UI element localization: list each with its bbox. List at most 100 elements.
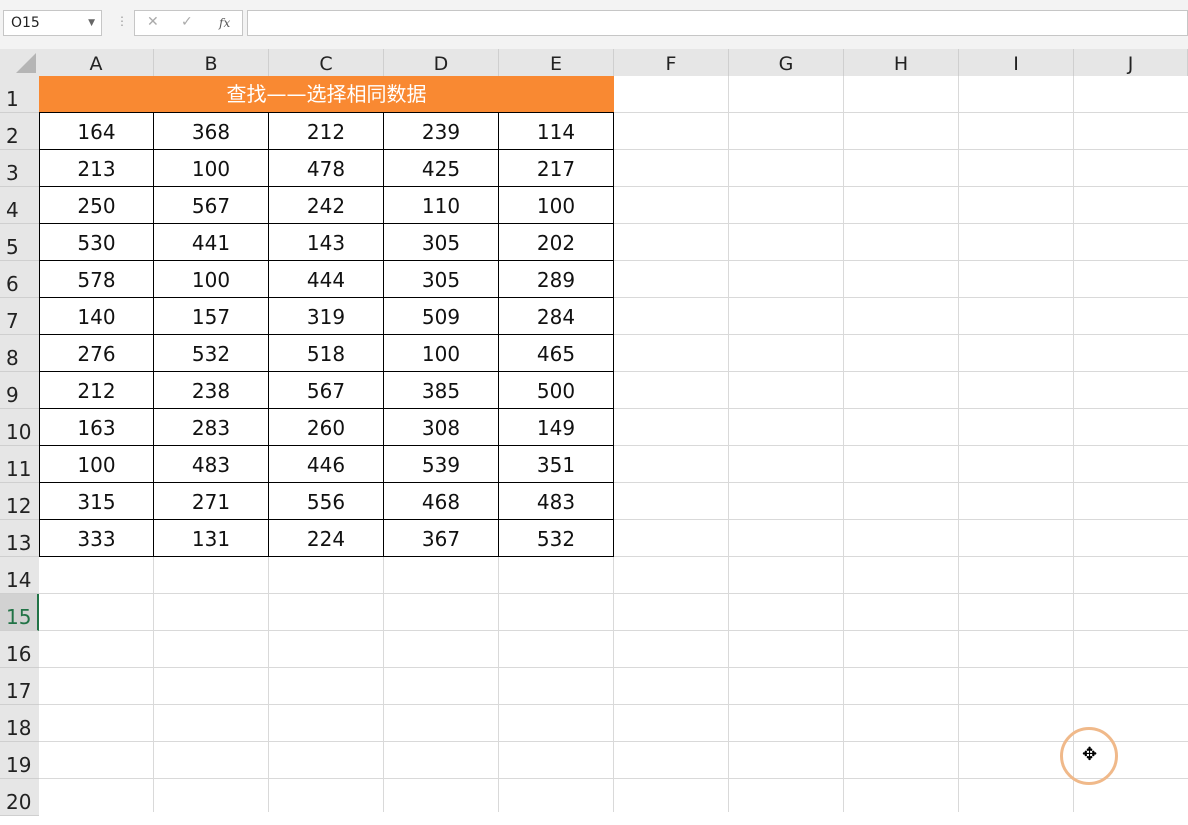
table-title[interactable]: 查找——选择相同数据	[39, 76, 614, 113]
cancel-icon[interactable]: ✕	[147, 14, 159, 30]
row-header-16[interactable]: 16	[0, 631, 39, 668]
table-cell[interactable]: 567	[269, 372, 384, 409]
row-header-15[interactable]: 15	[0, 594, 39, 631]
row-header-12[interactable]: 12	[0, 483, 39, 520]
table-cell[interactable]: 100	[154, 261, 269, 298]
table-cell[interactable]: 556	[269, 483, 384, 520]
fx-icon[interactable]: fx	[219, 16, 231, 30]
enter-icon[interactable]: ✓	[181, 14, 193, 30]
table-cell[interactable]: 305	[384, 224, 499, 261]
table-cell[interactable]: 289	[499, 261, 614, 298]
table-cell[interactable]: 140	[39, 298, 154, 335]
table-cell[interactable]: 143	[269, 224, 384, 261]
table-cell[interactable]: 468	[384, 483, 499, 520]
table-cell[interactable]: 100	[154, 150, 269, 187]
table-cell[interactable]: 367	[384, 520, 499, 557]
row-header-11[interactable]: 11	[0, 446, 39, 483]
table-cell[interactable]: 239	[384, 113, 499, 150]
row-header-6[interactable]: 6	[0, 261, 39, 298]
table-cell[interactable]: 242	[269, 187, 384, 224]
table-cell[interactable]: 276	[39, 335, 154, 372]
table-cell[interactable]: 114	[499, 113, 614, 150]
table-cell[interactable]: 578	[39, 261, 154, 298]
table-cell[interactable]: 441	[154, 224, 269, 261]
table-cell[interactable]: 465	[499, 335, 614, 372]
row-header-9[interactable]: 9	[0, 372, 39, 409]
table-cell[interactable]: 446	[269, 446, 384, 483]
move-cursor-icon: ✥	[1082, 744, 1098, 765]
table-cell[interactable]: 333	[39, 520, 154, 557]
column-header-G[interactable]: G	[729, 49, 844, 76]
table-cell[interactable]: 212	[269, 113, 384, 150]
table-cell[interactable]: 283	[154, 409, 269, 446]
table-cell[interactable]: 100	[384, 335, 499, 372]
table-cell[interactable]: 305	[384, 261, 499, 298]
table-cell[interactable]: 425	[384, 150, 499, 187]
column-header-B[interactable]: B	[154, 49, 269, 76]
formula-input[interactable]	[247, 10, 1188, 36]
table-cell[interactable]: 213	[39, 150, 154, 187]
table-cell[interactable]: 315	[39, 483, 154, 520]
table-cell[interactable]: 483	[154, 446, 269, 483]
column-header-I[interactable]: I	[959, 49, 1074, 76]
row-header-14[interactable]: 14	[0, 557, 39, 594]
table-cell[interactable]: 110	[384, 187, 499, 224]
table-cell[interactable]: 163	[39, 409, 154, 446]
row-header-20[interactable]: 20	[0, 779, 39, 816]
table-cell[interactable]: 478	[269, 150, 384, 187]
table-cell[interactable]: 351	[499, 446, 614, 483]
name-box[interactable]: O15 ▼	[3, 10, 102, 36]
table-cell[interactable]: 500	[499, 372, 614, 409]
table-cell[interactable]: 509	[384, 298, 499, 335]
row-header-10[interactable]: 10	[0, 409, 39, 446]
table-cell[interactable]: 271	[154, 483, 269, 520]
table-cell[interactable]: 319	[269, 298, 384, 335]
table-cell[interactable]: 284	[499, 298, 614, 335]
chevron-down-icon[interactable]: ▼	[88, 18, 95, 28]
table-cell[interactable]: 483	[499, 483, 614, 520]
table-cell[interactable]: 238	[154, 372, 269, 409]
table-cell[interactable]: 260	[269, 409, 384, 446]
select-all-button[interactable]	[0, 49, 39, 76]
table-cell[interactable]: 157	[154, 298, 269, 335]
table-cell[interactable]: 308	[384, 409, 499, 446]
table-cell[interactable]: 224	[269, 520, 384, 557]
row-header-13[interactable]: 13	[0, 520, 39, 557]
column-header-F[interactable]: F	[614, 49, 729, 76]
table-cell[interactable]: 539	[384, 446, 499, 483]
row-header-18[interactable]: 18	[0, 705, 39, 742]
table-cell[interactable]: 164	[39, 113, 154, 150]
column-header-E[interactable]: E	[499, 49, 614, 76]
row-header-8[interactable]: 8	[0, 335, 39, 372]
table-cell[interactable]: 149	[499, 409, 614, 446]
table-cell[interactable]: 532	[499, 520, 614, 557]
row-header-2[interactable]: 2	[0, 113, 39, 150]
table-cell[interactable]: 212	[39, 372, 154, 409]
row-header-4[interactable]: 4	[0, 187, 39, 224]
table-cell[interactable]: 202	[499, 224, 614, 261]
table-cell[interactable]: 567	[154, 187, 269, 224]
table-cell[interactable]: 532	[154, 335, 269, 372]
row-header-1[interactable]: 1	[0, 76, 39, 113]
table-cell[interactable]: 444	[269, 261, 384, 298]
row-header-3[interactable]: 3	[0, 150, 39, 187]
row-header-19[interactable]: 19	[0, 742, 39, 779]
table-cell[interactable]: 100	[499, 187, 614, 224]
row-header-7[interactable]: 7	[0, 298, 39, 335]
column-header-C[interactable]: C	[269, 49, 384, 76]
column-header-A[interactable]: A	[39, 49, 154, 76]
table-cell[interactable]: 530	[39, 224, 154, 261]
table-cell[interactable]: 385	[384, 372, 499, 409]
column-header-D[interactable]: D	[384, 49, 499, 76]
table-cell[interactable]: 368	[154, 113, 269, 150]
column-header-H[interactable]: H	[844, 49, 959, 76]
name-box-value: O15	[11, 15, 40, 31]
table-cell[interactable]: 217	[499, 150, 614, 187]
column-header-J[interactable]: J	[1074, 49, 1188, 76]
table-cell[interactable]: 250	[39, 187, 154, 224]
row-header-17[interactable]: 17	[0, 668, 39, 705]
row-header-5[interactable]: 5	[0, 224, 39, 261]
table-cell[interactable]: 100	[39, 446, 154, 483]
table-cell[interactable]: 518	[269, 335, 384, 372]
table-cell[interactable]: 131	[154, 520, 269, 557]
